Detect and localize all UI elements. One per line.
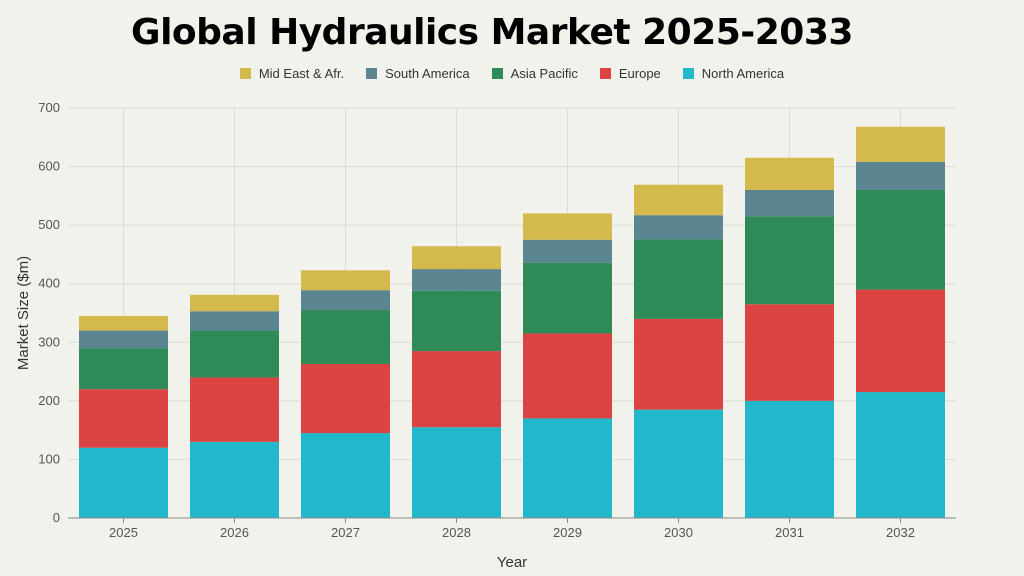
bar-europe-2028 — [412, 351, 501, 428]
bar-mid-east-afr-2026 — [190, 294, 279, 312]
legend-swatch — [682, 68, 694, 79]
x-axis-label: Year — [497, 554, 527, 571]
bar-europe-2029 — [523, 333, 612, 419]
bar-asia-pacific-2028 — [412, 290, 501, 352]
bar-europe-2030 — [634, 318, 723, 410]
legend-label: North America — [701, 66, 785, 81]
bar-asia-pacific-2027 — [301, 310, 390, 364]
bar-mid-east-afr-2029 — [523, 213, 612, 240]
bar-north-america-2027 — [301, 433, 390, 518]
bar-mid-east-afr-2032 — [856, 126, 945, 162]
chart-title: Global Hydraulics Market 2025-2033 — [131, 12, 853, 53]
legend-item: Mid East & Afr. — [239, 66, 345, 81]
legend-item: Europe — [599, 66, 661, 81]
bar-south-america-2032 — [856, 161, 945, 190]
x-tick-label: 2027 — [331, 525, 360, 540]
x-tick-label: 2028 — [442, 525, 471, 540]
bar-south-america-2030 — [634, 215, 723, 240]
bar-europe-2026 — [190, 377, 279, 442]
x-tick-label: 2029 — [553, 525, 582, 540]
bar-europe-2025 — [79, 389, 168, 448]
x-tick-label: 2026 — [220, 525, 249, 540]
y-tick-label: 600 — [38, 159, 60, 174]
bar-north-america-2032 — [856, 392, 945, 518]
bar-mid-east-afr-2030 — [634, 184, 723, 216]
bar-asia-pacific-2030 — [634, 239, 723, 319]
legend-label: Asia Pacific — [510, 66, 578, 81]
bar-south-america-2027 — [301, 290, 390, 311]
x-tick-label: 2030 — [664, 525, 693, 540]
bar-asia-pacific-2026 — [190, 330, 279, 378]
bar-south-america-2031 — [745, 190, 834, 217]
bar-south-america-2028 — [412, 269, 501, 291]
bar-asia-pacific-2031 — [745, 216, 834, 305]
bar-europe-2031 — [745, 304, 834, 401]
legend-item: North America — [682, 66, 785, 81]
y-tick-label: 300 — [38, 334, 60, 349]
bar-north-america-2029 — [523, 418, 612, 518]
bar-asia-pacific-2025 — [79, 348, 168, 390]
y-tick-label: 400 — [38, 276, 60, 291]
bar-north-america-2028 — [412, 427, 501, 518]
legend-label: Europe — [618, 66, 661, 81]
bar-mid-east-afr-2028 — [412, 246, 501, 270]
x-tick-label: 2031 — [775, 525, 804, 540]
y-tick-label: 500 — [38, 217, 60, 232]
bar-mid-east-afr-2025 — [79, 315, 168, 331]
bar-north-america-2025 — [79, 447, 168, 518]
bar-north-america-2030 — [634, 409, 723, 518]
legend: Mid East & Afr. South America Asia Pacific… — [0, 66, 1024, 81]
y-tick-label: 0 — [53, 510, 60, 525]
legend-swatch — [366, 68, 378, 79]
bar-asia-pacific-2029 — [523, 262, 612, 334]
bar-europe-2032 — [856, 289, 945, 393]
bar-south-america-2025 — [79, 330, 168, 349]
y-axis-label: Market Size ($m) — [15, 256, 32, 370]
legend-swatch — [599, 68, 611, 79]
bar-north-america-2026 — [190, 441, 279, 518]
y-tick-label: 200 — [38, 393, 60, 408]
x-tick-label: 2025 — [109, 525, 138, 540]
legend-item: Asia Pacific — [491, 66, 578, 81]
bar-europe-2027 — [301, 363, 390, 434]
bar-mid-east-afr-2031 — [745, 157, 834, 190]
y-tick-label: 700 — [38, 100, 60, 115]
bar-north-america-2031 — [745, 400, 834, 518]
y-tick-label: 100 — [38, 451, 60, 466]
legend-label: South America — [385, 66, 470, 81]
legend-label: Mid East & Afr. — [258, 66, 345, 81]
legend-item: South America — [366, 66, 470, 81]
legend-swatch — [239, 68, 251, 79]
bar-south-america-2026 — [190, 311, 279, 331]
bar-south-america-2029 — [523, 239, 612, 263]
legend-swatch — [491, 68, 503, 79]
bar-mid-east-afr-2027 — [301, 270, 390, 291]
x-tick-label: 2032 — [886, 525, 915, 540]
bar-asia-pacific-2032 — [856, 190, 945, 290]
